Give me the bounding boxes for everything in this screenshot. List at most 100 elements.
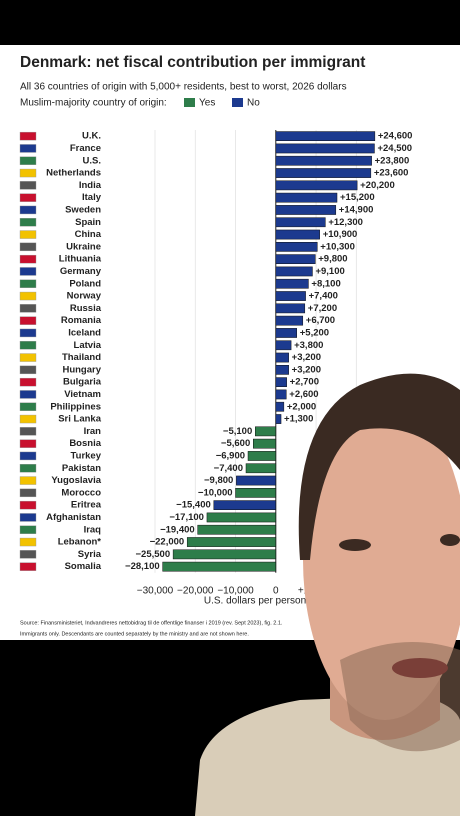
value-label: −10,000: [198, 487, 233, 498]
bar: [213, 500, 277, 510]
bar: [275, 365, 289, 375]
value-label: +7,400: [309, 291, 338, 302]
bar: [245, 463, 277, 474]
value-label: −28,100: [125, 561, 160, 572]
flag: [19, 131, 37, 141]
flag: [19, 193, 37, 202]
value-label: +23,800: [375, 155, 410, 166]
flag: [19, 414, 37, 424]
flag: [19, 500, 37, 510]
legend-label: No: [247, 98, 260, 109]
value-label: −17,100: [169, 512, 204, 523]
bar: [275, 315, 304, 326]
value-label: +7,200: [308, 303, 337, 314]
y-tick-label: Turkey: [71, 450, 102, 461]
bar: [275, 401, 285, 412]
y-tick-label: Sweden: [65, 204, 101, 215]
bar: [275, 303, 306, 314]
flag: [19, 242, 37, 252]
flag: [19, 439, 37, 448]
x-tick-label: −10,000: [217, 585, 254, 596]
bar: [275, 131, 376, 142]
value-label: +10,900: [323, 229, 358, 240]
y-tick-label: Afghanistan: [46, 512, 101, 523]
legend-swatch: [232, 98, 243, 107]
bar: [235, 488, 277, 498]
x-tick-label: 0: [273, 585, 279, 596]
value-label: −6,900: [216, 450, 245, 461]
y-tick-label: Yugoslavia: [51, 475, 101, 486]
y-tick-label: Somalia: [65, 561, 102, 572]
y-tick-label: Lebanon*: [58, 537, 102, 548]
value-label: +23,600: [374, 168, 409, 179]
value-label: +3,200: [292, 364, 321, 375]
value-label: +12,300: [328, 217, 363, 228]
flag: [19, 316, 37, 325]
flag: [19, 181, 37, 190]
y-tick-label: Syria: [78, 549, 102, 560]
flag: [19, 353, 37, 362]
y-tick-label: Bulgaria: [63, 377, 102, 388]
flag: [19, 304, 37, 313]
flag: [19, 267, 37, 276]
value-label: +9,100: [315, 266, 344, 277]
flag: [19, 562, 37, 571]
bar: [275, 205, 337, 215]
value-label: +2,000: [287, 401, 316, 412]
bar: [275, 414, 282, 424]
flag: [19, 230, 37, 239]
flag: [19, 451, 37, 461]
flag: [19, 328, 37, 338]
bar: [275, 155, 372, 166]
value-label: +24,500: [377, 143, 412, 154]
flag: [19, 513, 37, 522]
y-tick-label: China: [75, 229, 102, 240]
bar: [275, 229, 320, 240]
y-tick-label: Eritrea: [71, 500, 102, 511]
bar: [275, 278, 309, 289]
bar: [255, 426, 277, 437]
flag: [19, 427, 37, 436]
value-label: +9,800: [318, 254, 347, 265]
bar: [275, 291, 306, 301]
x-tick-label: −20,000: [177, 585, 214, 596]
y-tick-label: Iceland: [68, 327, 101, 338]
face: [303, 400, 460, 720]
bar: [275, 217, 326, 228]
y-tick-label: Hungary: [62, 364, 101, 375]
bar: [162, 561, 277, 572]
flag: [19, 488, 37, 498]
value-label: +2,600: [289, 389, 318, 400]
y-tick-label: Ukraine: [66, 241, 101, 252]
value-label: −9,800: [204, 475, 233, 486]
flag: [19, 377, 37, 387]
y-tick-label: U.K.: [82, 131, 101, 142]
value-label: +24,600: [378, 131, 413, 142]
y-tick-label: Norway: [67, 291, 102, 302]
bar: [275, 143, 375, 154]
bar: [247, 451, 277, 461]
bar: [275, 340, 292, 351]
value-label: −7,400: [214, 463, 243, 474]
y-tick-label: Lithuania: [59, 254, 102, 265]
flag: [19, 525, 37, 534]
bar: [206, 512, 277, 523]
y-tick-label: India: [79, 180, 102, 191]
note: Immigrants only. Descendants are counted…: [20, 631, 249, 637]
y-tick-label: Pakistan: [62, 463, 101, 474]
bar: [275, 254, 316, 265]
x-axis-title: U.S. dollars per person: [204, 596, 306, 607]
y-tick-label: Poland: [69, 278, 101, 289]
value-label: +3,800: [294, 340, 323, 351]
y-tick-label: U.S.: [83, 155, 101, 166]
flag: [19, 168, 37, 178]
presenter: [195, 373, 460, 816]
bar: [186, 537, 277, 547]
value-label: +3,200: [292, 352, 321, 363]
flag: [19, 254, 37, 264]
value-label: +14,900: [339, 204, 374, 215]
flag: [19, 464, 37, 473]
y-tick-label: Bosnia: [69, 438, 101, 449]
value-label: +2,700: [290, 377, 319, 388]
